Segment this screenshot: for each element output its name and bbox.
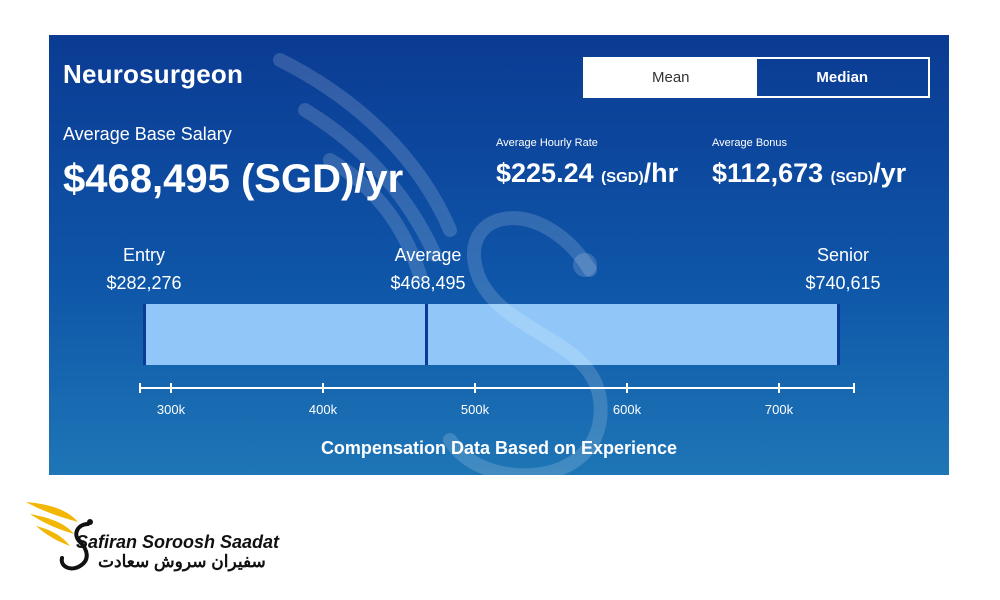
axis-label-400k: 400k [308, 402, 338, 417]
axis-label-700k: 700k [764, 402, 794, 417]
axis-label-300k: 300k [156, 402, 186, 417]
company-logo: Safiran Soroosh Saadat سفیران سروش سعادت [20, 494, 290, 584]
average-marker [425, 304, 428, 365]
average-label: Average [394, 245, 462, 265]
average-value: $468,495 [390, 273, 466, 293]
bonus-currency: (SGD) [830, 169, 874, 186]
hourly-rate-value: $225.24 (SGD)/hr [496, 158, 678, 189]
axis-tick-600k [626, 383, 628, 393]
mean-button[interactable]: Mean [585, 59, 757, 96]
average-point: Average $468,495 [378, 241, 478, 297]
bonus-unit: /yr [873, 158, 907, 188]
bonus-label: Average Bonus [712, 137, 788, 149]
median-button[interactable]: Median [816, 69, 869, 86]
logo-name-english: Safiran Soroosh Saadat [76, 532, 280, 552]
axis-label-600k: 600k [612, 402, 642, 417]
hourly-rate-amount: $225.24 [496, 158, 594, 188]
axis-tick-700k [778, 383, 780, 393]
entry-value: $282,276 [106, 273, 182, 293]
bonus-amount: $112,673 [712, 158, 824, 188]
logo-name-persian: سفیران سروش سعادت [98, 552, 266, 571]
job-title: Neurosurgeon [63, 59, 244, 89]
hourly-rate-currency: (SGD) [601, 169, 644, 186]
axis-tick-500k [474, 383, 476, 393]
salary-range-bar [143, 304, 840, 365]
salary-card: Neurosurgeon Mean Median Average Base Sa… [49, 35, 949, 475]
hourly-rate-unit: /hr [643, 158, 679, 188]
mean-median-toggle[interactable]: Mean Median [583, 57, 930, 98]
entry-point: Entry $282,276 [94, 241, 194, 297]
axis-tick-300k [170, 383, 172, 393]
senior-point: Senior $740,615 [793, 241, 893, 297]
average-base-salary-label: Average Base Salary [63, 124, 232, 144]
compensation-caption: Compensation Data Based on Experience [320, 438, 678, 458]
senior-label: Senior [816, 245, 870, 265]
wing-logo-icon [26, 502, 93, 571]
hourly-rate-label: Average Hourly Rate [496, 137, 598, 149]
entry-label: Entry [122, 245, 165, 265]
axis-tick-start [139, 383, 141, 393]
bonus-value: $112,673 (SGD)/yr [712, 158, 906, 189]
bonus-block: Average Bonus $112,673 (SGD)/yr [712, 137, 906, 189]
axis-tick-400k [322, 383, 324, 393]
average-base-salary-value: $468,495 (SGD)/yr [63, 157, 404, 201]
axis-label-500k: 500k [460, 402, 490, 417]
axis-tick-end [853, 383, 855, 393]
axis-line [139, 387, 855, 389]
hourly-rate-block: Average Hourly Rate $225.24 (SGD)/hr [496, 137, 678, 189]
senior-value: $740,615 [805, 273, 881, 293]
